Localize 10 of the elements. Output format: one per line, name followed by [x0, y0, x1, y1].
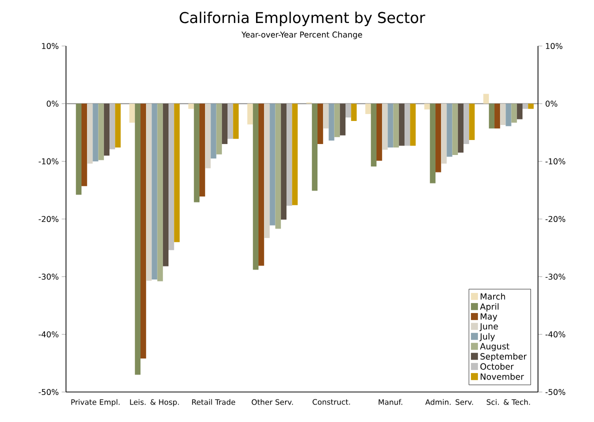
- legend-label: July: [479, 333, 495, 342]
- legend-label: August: [480, 343, 510, 352]
- legend-label: November: [480, 373, 524, 380]
- legend-label: September: [480, 353, 527, 362]
- chart-title: California Employment by Sector: [180, 12, 426, 26]
- legend-label: June: [479, 323, 498, 332]
- legend-label: March: [480, 293, 506, 300]
- legend-label: May: [480, 313, 498, 322]
- legend-label: October: [480, 363, 514, 370]
- legend-label: April: [480, 303, 498, 312]
